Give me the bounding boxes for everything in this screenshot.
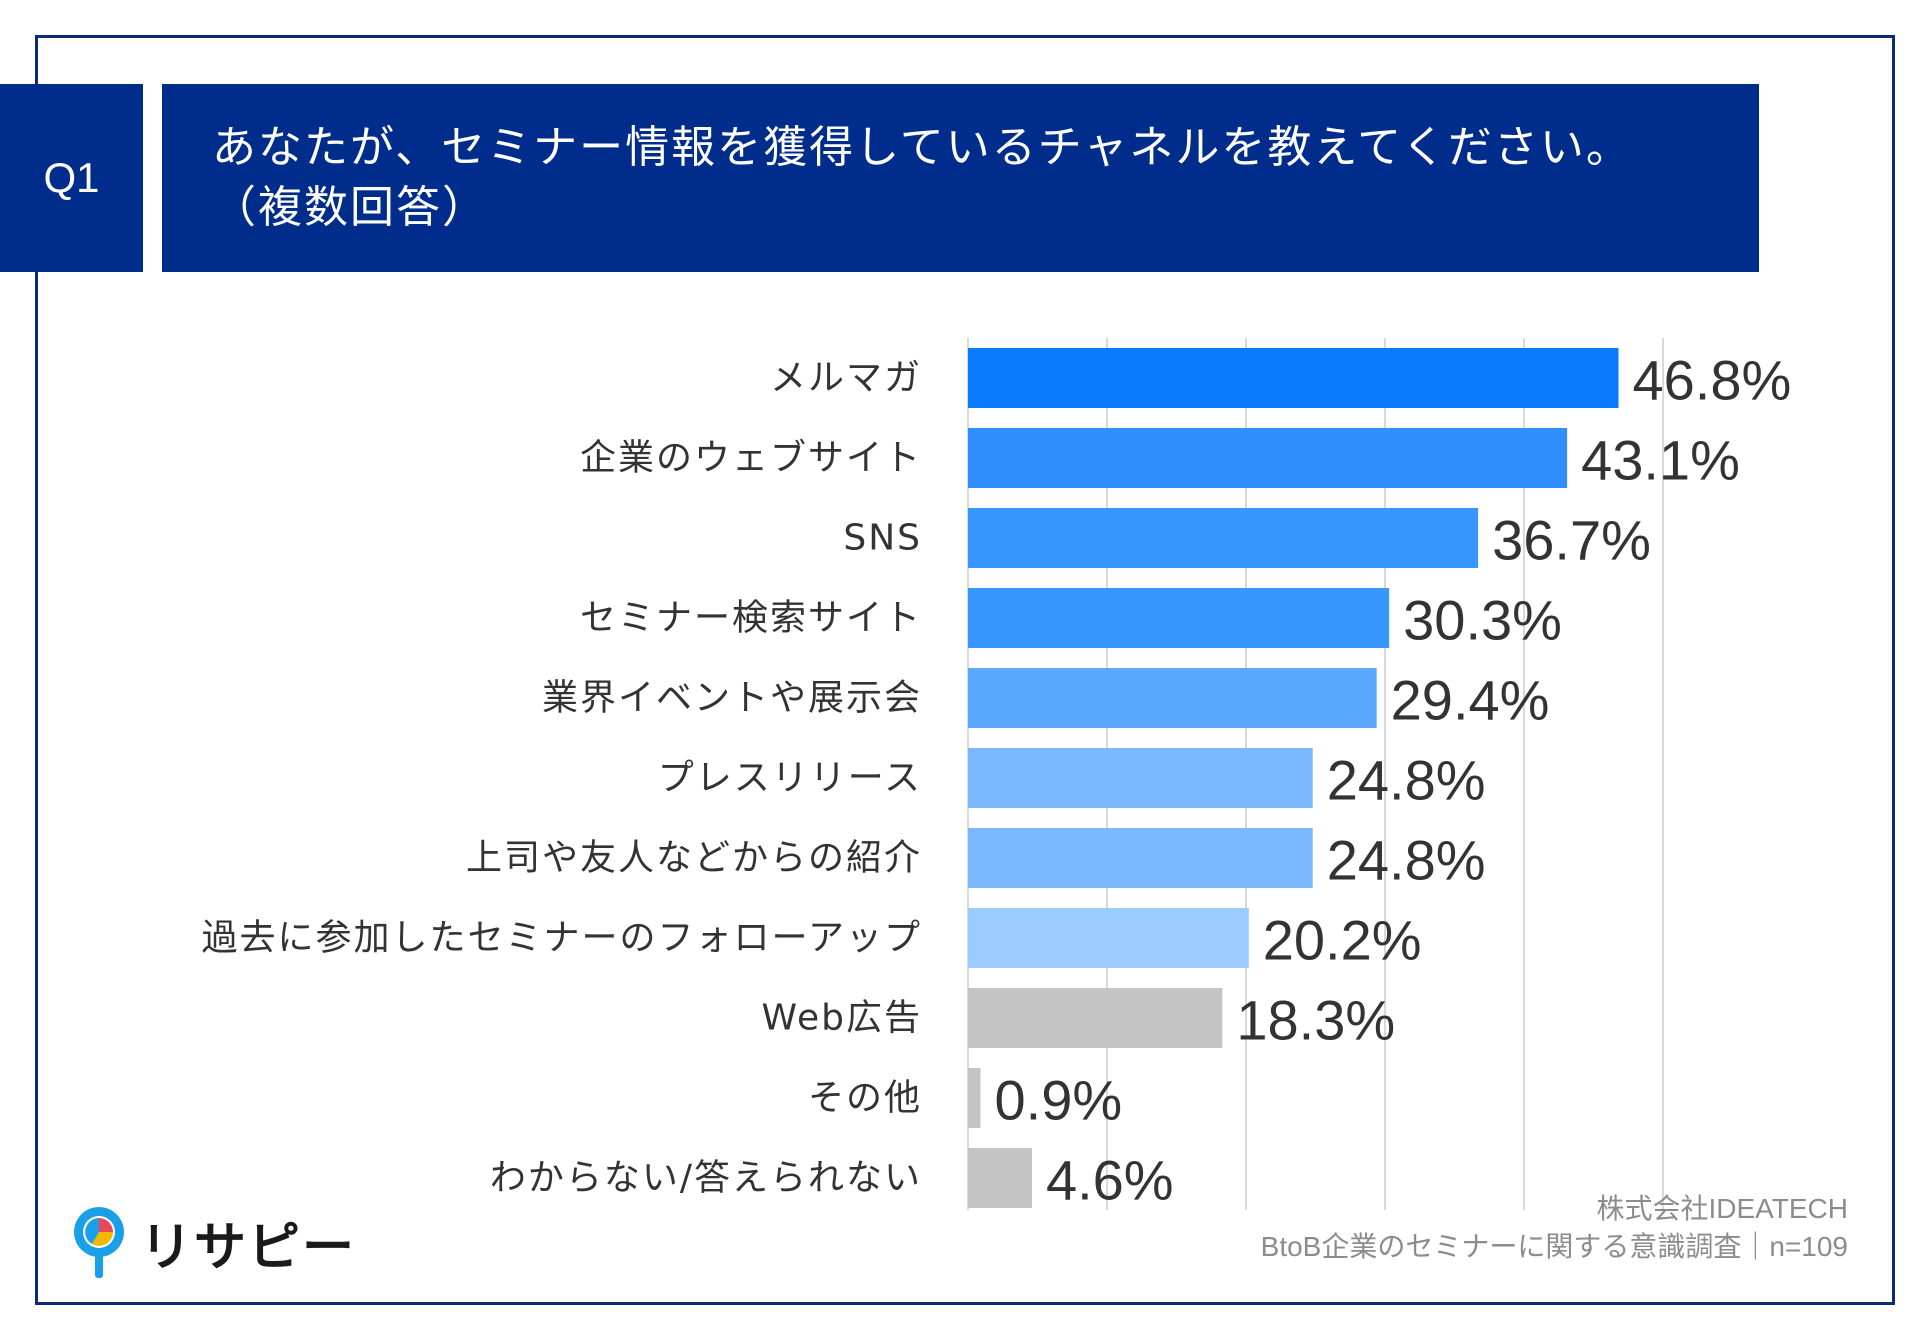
value-label: 30.3% [1403, 589, 1562, 652]
location-pin-icon [74, 1207, 124, 1278]
value-label: 24.8% [1327, 829, 1486, 892]
value-label: 0.9% [995, 1069, 1123, 1132]
bar [968, 348, 1619, 408]
category-label: 過去に参加したセミナーのフォローアップ [201, 918, 922, 959]
bar [968, 988, 1223, 1048]
value-label: 18.3% [1236, 989, 1395, 1052]
value-label: 36.7% [1492, 509, 1651, 572]
bar [968, 428, 1568, 488]
question-title-banner: あなたが、セミナー情報を獲得しているチャネルを教えてください。 （複数回答） [162, 84, 1759, 272]
bar [968, 828, 1313, 888]
category-label: プレスリリース [658, 758, 922, 799]
value-label: 4.6% [1046, 1149, 1174, 1212]
category-label: SNS [843, 518, 922, 559]
bar [968, 908, 1249, 968]
question-number: Q1 [43, 154, 100, 201]
source-note: 株式会社IDEATECH BtoB企業のセミナーに関する意識調査｜n=109 [1261, 1190, 1848, 1266]
bar [968, 1068, 981, 1128]
bar [968, 588, 1390, 648]
question-number-badge: Q1 [0, 84, 143, 272]
value-label: 46.8% [1633, 349, 1792, 412]
value-label: 29.4% [1391, 669, 1550, 732]
category-label: セミナー検索サイト [580, 598, 922, 639]
logo-text: リサピー [140, 1217, 357, 1278]
value-label: 20.2% [1263, 909, 1422, 972]
value-label: 43.1% [1581, 429, 1740, 492]
bar [968, 748, 1313, 808]
brand-logo: リサピー [68, 1202, 356, 1282]
source-company: 株式会社IDEATECH [1596, 1193, 1849, 1224]
category-label: Web広告 [762, 998, 923, 1039]
bar [968, 508, 1479, 568]
value-label: 24.8% [1327, 749, 1486, 812]
outer-frame [35, 35, 1895, 1305]
category-label: 業界イベントや展示会 [542, 678, 922, 719]
question-title-line2: （複数回答） [212, 182, 488, 233]
category-label: 企業のウェブサイト [580, 438, 922, 479]
bar [968, 1148, 1032, 1208]
bar [968, 668, 1377, 728]
category-label: その他 [808, 1078, 922, 1119]
source-survey: BtoB企業のセミナーに関する意識調査｜n=109 [1260, 1231, 1848, 1262]
category-label: わからない/答えられない [490, 1158, 922, 1199]
category-label: 上司や友人などからの紹介 [466, 838, 922, 879]
category-label: メルマガ [770, 358, 922, 399]
question-title-line1: あなたが、セミナー情報を獲得しているチャネルを教えてください。 [212, 122, 1632, 173]
